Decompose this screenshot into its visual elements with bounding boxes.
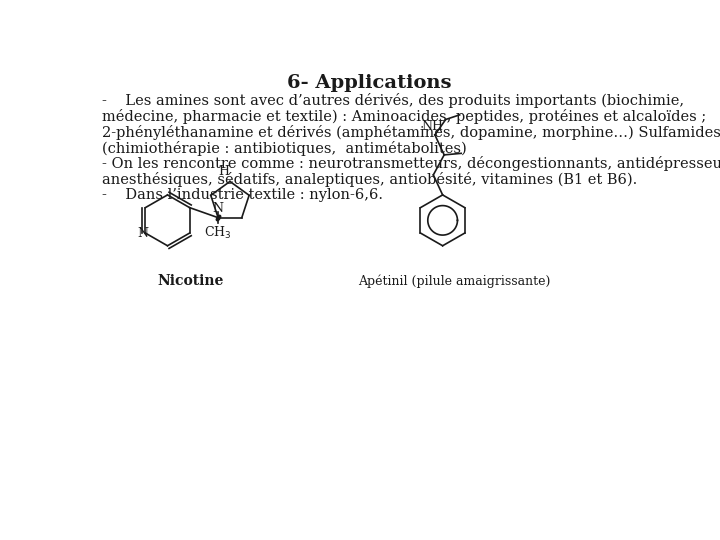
- Text: - On les rencontre comme : neurotransmetteurs, décongestionnants, antidépresseur: - On les rencontre comme : neurotransmet…: [102, 157, 720, 171]
- Text: Nicotine: Nicotine: [158, 274, 224, 288]
- Text: (chimiothérapie : antibiotiques,  antimétabolites): (chimiothérapie : antibiotiques, antimét…: [102, 140, 467, 156]
- Text: CH$_3$: CH$_3$: [204, 225, 231, 241]
- Text: anesthésiques, sédatifs, analeptiques, antiobésité, vitamines (B1 et B6).: anesthésiques, sédatifs, analeptiques, a…: [102, 172, 637, 187]
- Text: H: H: [218, 165, 229, 178]
- Text: Apétinil (pilule amaigrissante): Apétinil (pilule amaigrissante): [358, 274, 550, 288]
- Text: N: N: [212, 201, 223, 214]
- Text: 6- Applications: 6- Applications: [287, 74, 451, 92]
- Text: -    Les amines sont avec d’autres dérivés, des produits importants (biochimie,: - Les amines sont avec d’autres dérivés,…: [102, 93, 684, 109]
- Text: 2-phényléthanamine et dérivés (amphétamines, dopamine, morphine…) Sulfamides: 2-phényléthanamine et dérivés (amphétami…: [102, 125, 720, 140]
- Text: -    Dans l’industrie textile : nylon-6,6.: - Dans l’industrie textile : nylon-6,6.: [102, 188, 382, 202]
- Text: NH: NH: [421, 119, 444, 132]
- Text: N: N: [138, 227, 148, 240]
- Text: médecine, pharmacie et textile) : Aminoacides, peptides, protéines et alcaloïdes: médecine, pharmacie et textile) : Aminoa…: [102, 109, 706, 124]
